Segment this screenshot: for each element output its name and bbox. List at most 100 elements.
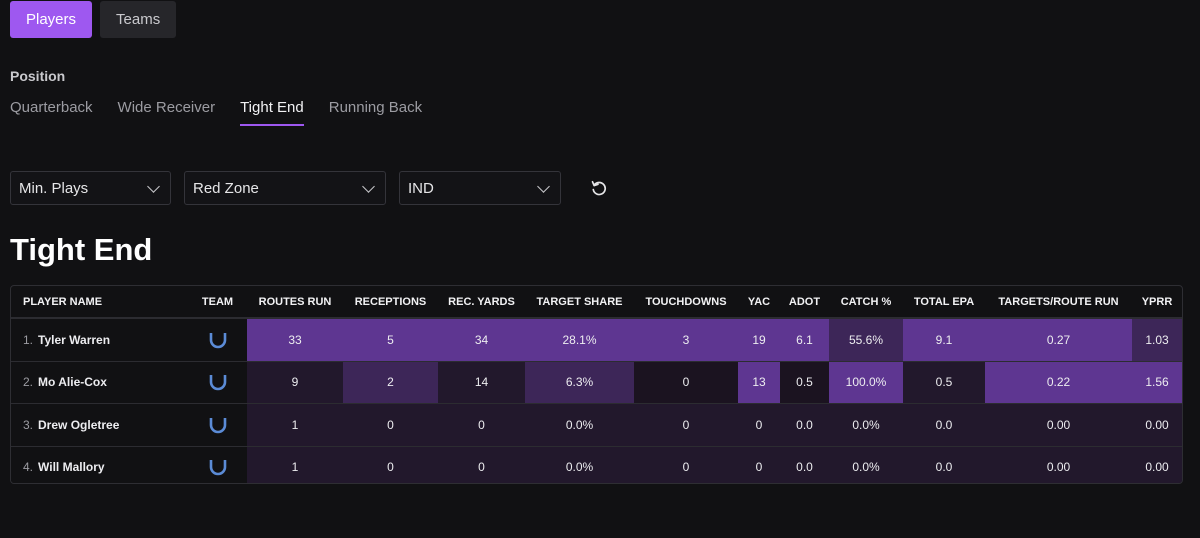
horseshoe-icon xyxy=(209,460,226,476)
table-row[interactable]: 4. Will Mallory 1 0 0 0.0% 0 0 0.0 0.0% 0.0 0.00 0.0… xyxy=(11,446,1182,483)
stat-cell: 0.00 xyxy=(1132,446,1182,483)
tab-running-back[interactable]: Running Back xyxy=(328,99,423,116)
position-label: Position xyxy=(10,68,66,84)
min-plays-value: Min. Plays xyxy=(19,179,89,197)
stat-cell: 0.00 xyxy=(985,446,1132,483)
tab-quarterback[interactable]: Quarterback xyxy=(10,99,93,116)
chevron-down-icon xyxy=(362,179,375,193)
col-rec-yards[interactable]: REC. YARDS xyxy=(438,286,525,319)
tab-wide-receiver[interactable]: Wide Receiver xyxy=(117,99,216,116)
stat-cell: 33 xyxy=(247,318,343,362)
filter-bar: Min. Plays Red Zone IND xyxy=(10,171,609,205)
situation-value: Red Zone xyxy=(193,179,259,197)
player-rank: 4. xyxy=(23,460,34,475)
stat-cell: 0.0 xyxy=(780,446,829,483)
col-touchdowns[interactable]: TOUCHDOWNS xyxy=(634,286,738,319)
situation-select[interactable]: Red Zone xyxy=(184,171,386,205)
player-rank: 3. xyxy=(23,417,34,432)
stat-cell: 0 xyxy=(438,446,525,483)
stat-cell: 2 xyxy=(343,361,438,404)
stat-cell: 1 xyxy=(247,446,343,483)
player-name[interactable]: Mo Alie-Cox xyxy=(38,375,107,390)
player-name[interactable]: Tyler Warren xyxy=(38,332,111,347)
col-target-share[interactable]: TARGET SHARE xyxy=(525,286,634,319)
stat-cell: 13 xyxy=(738,361,780,404)
player-name-cell: 3. Drew Ogletree xyxy=(11,403,188,447)
col-yac[interactable]: YAC xyxy=(738,286,780,319)
player-name[interactable]: Will Mallory xyxy=(38,460,105,475)
stat-cell: 9 xyxy=(247,361,343,404)
stat-cell: 100.0% xyxy=(829,361,903,404)
tab-players[interactable]: Players xyxy=(10,1,93,38)
table-row[interactable]: 2. Mo Alie-Cox 9 2 14 6.3% 0 13 0.5 100.0% 0.5 0.22… xyxy=(11,361,1182,404)
stat-cell: 0.0% xyxy=(525,403,634,447)
reset-filters-button[interactable] xyxy=(589,178,609,198)
stat-cell: 0.5 xyxy=(780,361,829,404)
stat-cell: 0 xyxy=(438,403,525,447)
refresh-icon xyxy=(591,180,607,196)
table-row[interactable]: 3. Drew Ogletree 1 0 0 0.0% 0 0 0.0 0.0% 0.0 0.00 0.… xyxy=(11,403,1182,447)
team-cell xyxy=(188,446,247,483)
player-name-cell: 1. Tyler Warren xyxy=(11,318,188,362)
player-name-cell: 4. Will Mallory xyxy=(11,446,188,483)
stat-cell: 0 xyxy=(738,446,780,483)
stat-cell: 6.1 xyxy=(780,318,829,362)
horseshoe-icon xyxy=(209,332,226,349)
stat-cell: 5 xyxy=(343,318,438,362)
stat-cell: 0.0% xyxy=(829,403,903,447)
tab-tight-end[interactable]: Tight End xyxy=(240,99,304,126)
team-cell xyxy=(188,361,247,404)
team-value: IND xyxy=(408,179,434,197)
table-row[interactable]: 1. Tyler Warren 33 5 34 28.1% 3 19 6.1 55.6% 9.1 0.… xyxy=(11,318,1182,362)
stat-cell: 0 xyxy=(738,403,780,447)
stat-cell: 0.00 xyxy=(985,403,1132,447)
stat-cell: 0.5 xyxy=(903,361,985,404)
chevron-down-icon xyxy=(537,179,550,193)
stat-cell: 0.0% xyxy=(525,446,634,483)
col-adot[interactable]: ADOT xyxy=(780,286,829,319)
team-cell xyxy=(188,318,247,362)
stat-cell: 28.1% xyxy=(525,318,634,362)
stat-cell: 1 xyxy=(247,403,343,447)
col-receptions[interactable]: RECEPTIONS xyxy=(343,286,438,319)
stat-cell: 0 xyxy=(343,446,438,483)
stat-cell: 19 xyxy=(738,318,780,362)
stat-cell: 0 xyxy=(634,446,738,483)
stat-cell: 0.0 xyxy=(903,446,985,483)
stat-cell: 0 xyxy=(343,403,438,447)
col-total-epa[interactable]: TOTAL EPA xyxy=(903,286,985,319)
stat-cell: 0.0% xyxy=(829,446,903,483)
player-rank: 1. xyxy=(23,332,34,347)
stat-cell: 55.6% xyxy=(829,318,903,362)
horseshoe-icon xyxy=(209,417,226,434)
tab-teams[interactable]: Teams xyxy=(100,1,177,38)
stat-cell: 0.0 xyxy=(903,403,985,447)
player-name[interactable]: Drew Ogletree xyxy=(38,417,120,432)
stat-cell: 0.27 xyxy=(985,318,1132,362)
player-rank: 2. xyxy=(23,375,34,390)
page-title: Tight End xyxy=(10,232,153,267)
col-targets-route-run[interactable]: TARGETS/ROUTE RUN xyxy=(985,286,1132,319)
stat-cell: 14 xyxy=(438,361,525,404)
stat-cell: 0.22 xyxy=(985,361,1132,404)
col-routes-run[interactable]: ROUTES RUN xyxy=(247,286,343,319)
stat-cell: 3 xyxy=(634,318,738,362)
stat-cell: 0.00 xyxy=(1132,403,1182,447)
team-cell xyxy=(188,403,247,447)
chevron-down-icon xyxy=(147,179,160,193)
col-player-name[interactable]: PLAYER NAME xyxy=(11,286,188,319)
stat-cell: 1.56 xyxy=(1132,361,1182,404)
position-tabs: Quarterback Wide Receiver Tight End Runn… xyxy=(10,99,422,126)
stat-cell: 0 xyxy=(634,403,738,447)
col-team[interactable]: TEAM xyxy=(188,286,247,319)
horseshoe-icon xyxy=(209,375,226,391)
team-select[interactable]: IND xyxy=(399,171,561,205)
min-plays-select[interactable]: Min. Plays xyxy=(10,171,171,205)
table-header: PLAYER NAME TEAM ROUTES RUN RECEPTIONS R… xyxy=(11,286,1182,319)
stat-cell: 6.3% xyxy=(525,361,634,404)
col-catch-pct[interactable]: CATCH % xyxy=(829,286,903,319)
col-yprr[interactable]: YPRR xyxy=(1132,286,1182,319)
stats-table: PLAYER NAME TEAM ROUTES RUN RECEPTIONS R… xyxy=(10,285,1183,484)
stat-cell: 9.1 xyxy=(903,318,985,362)
player-name-cell: 2. Mo Alie-Cox xyxy=(11,361,188,404)
